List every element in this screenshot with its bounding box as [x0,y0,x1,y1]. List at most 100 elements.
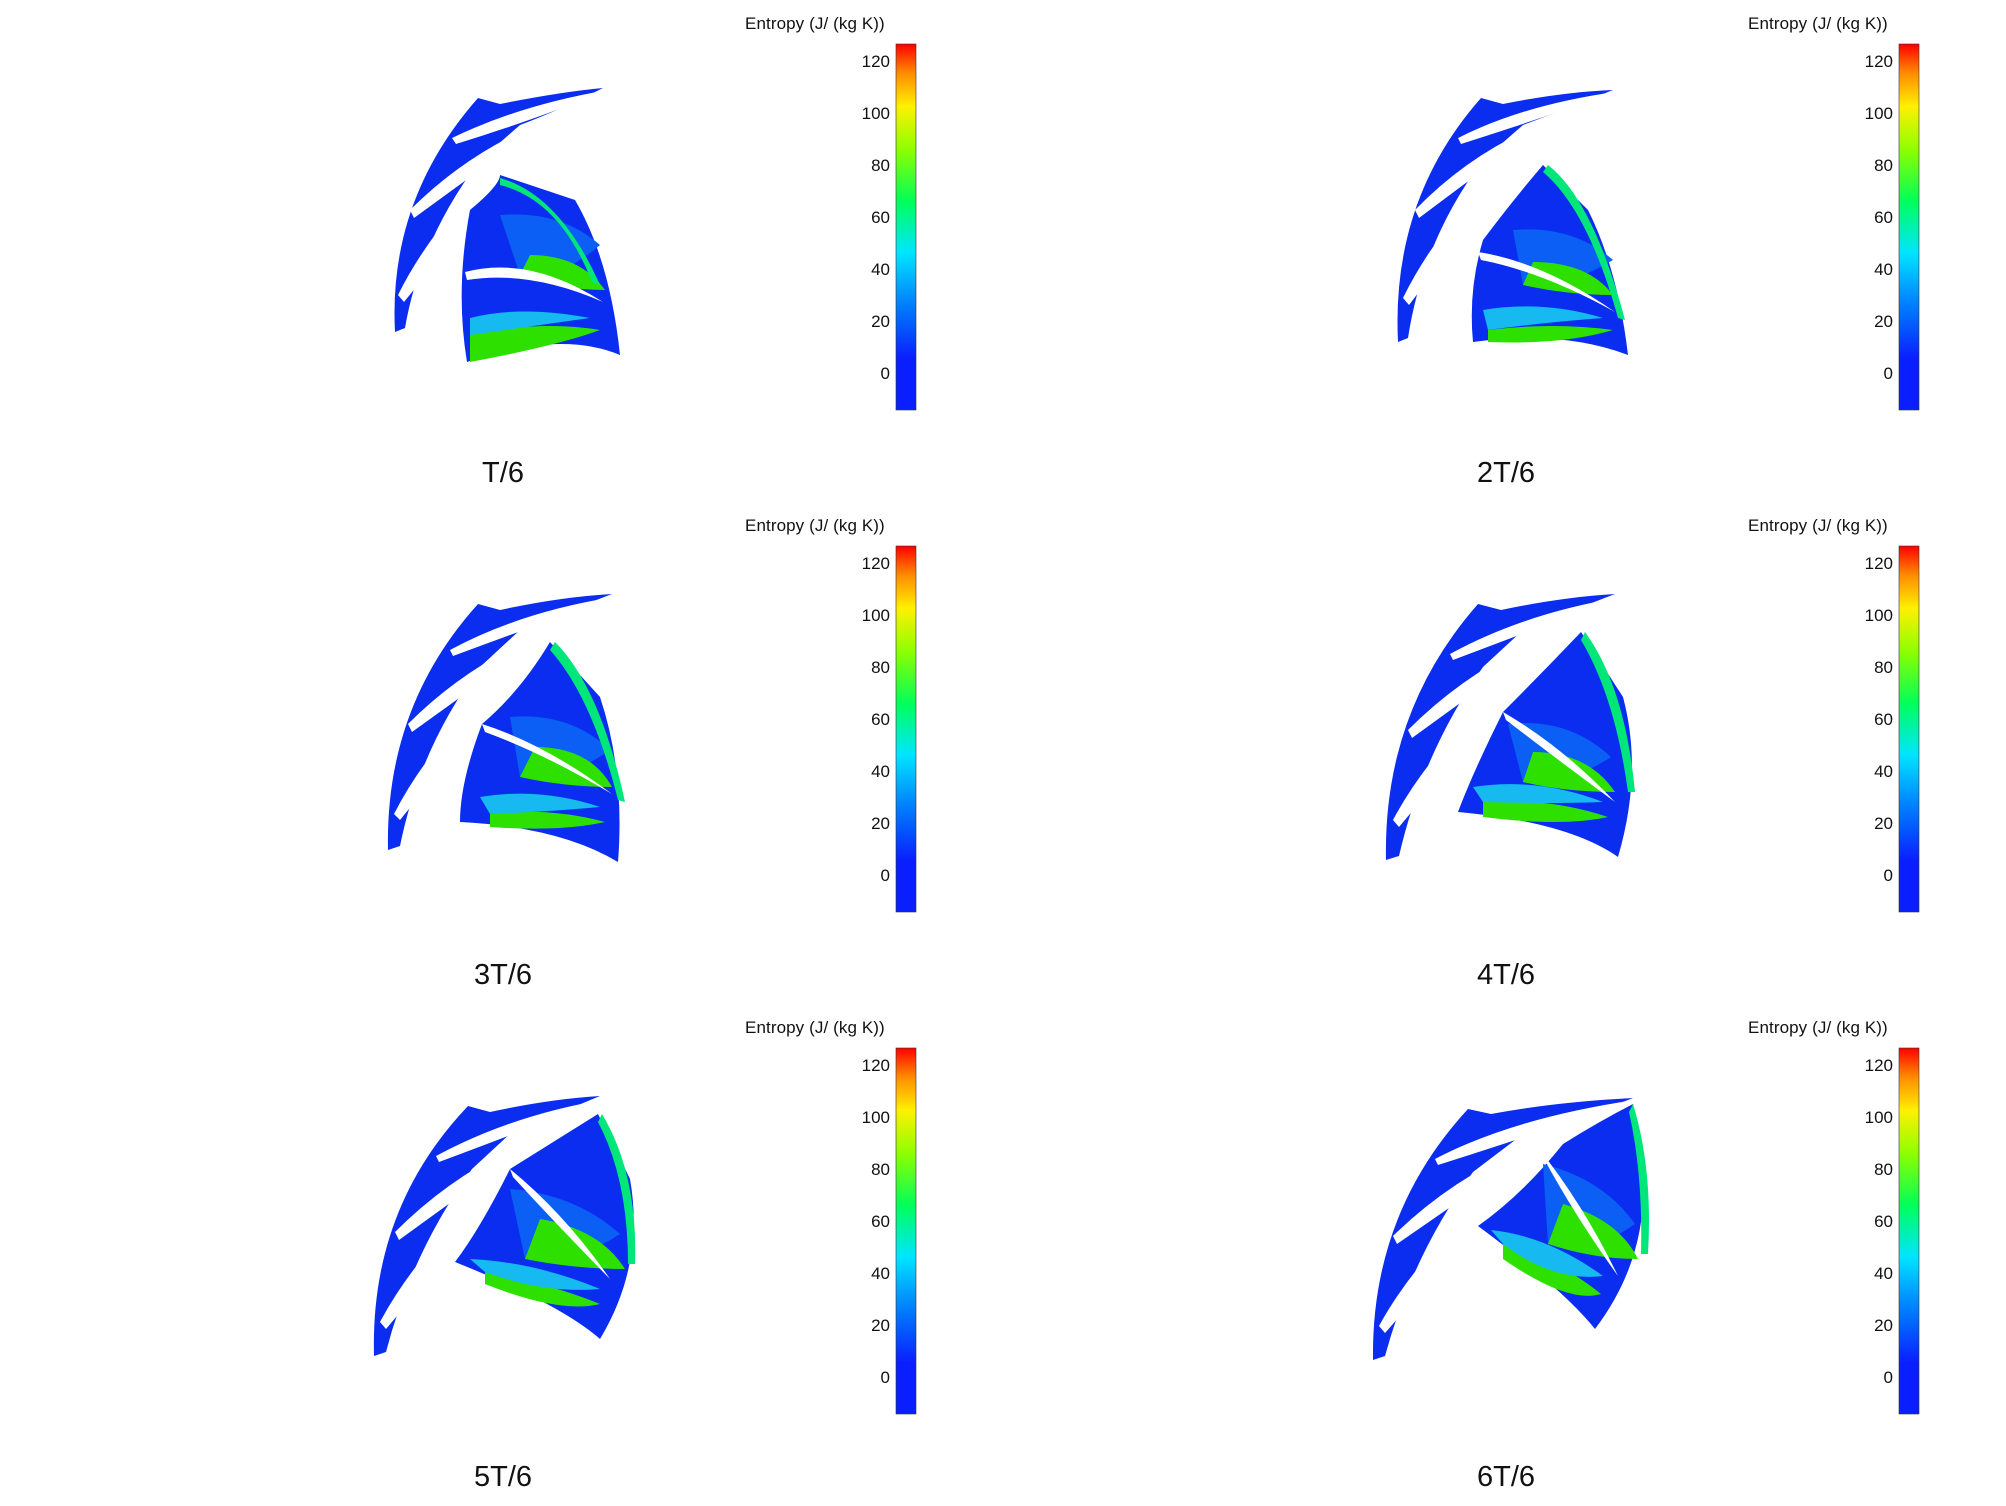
stator-passage [1372,1098,1635,1360]
colorbar-tick-label: 20 [1874,1316,1893,1335]
contour-plot [1397,43,1920,411]
stator-passage [373,1096,602,1356]
colorbar-tick-label: 120 [1864,1056,1893,1075]
stator-passage [394,88,608,332]
panel-5t6: Entropy (J/ (kg K)) 120 100 80 60 40 20 … [0,1004,1003,1506]
colorbar-tick-label: 0 [880,364,890,383]
stator-blade [1393,1138,1548,1244]
rotor-passage [460,642,625,862]
colorbar-tick-label: 40 [871,762,890,781]
colorbar [1898,43,1920,411]
colorbar-tick-label: 100 [861,606,890,625]
stator-blade [408,630,552,732]
panel-caption: T/6 [482,457,524,489]
rotor-blade [465,267,603,302]
legend-title: Entropy (J/ (kg K)) [745,14,885,33]
rotor-blade [510,1169,610,1279]
colorbar [895,545,917,913]
colorbar-tick-label: 60 [871,208,890,227]
colorbar-tick-label: 0 [1883,1368,1893,1387]
colorbar-tick-label: 20 [1874,312,1893,331]
rotor-passage [1478,1104,1649,1329]
legend-title: Entropy (J/ (kg K)) [745,516,885,535]
colorbar-tick-label: 40 [871,1264,890,1283]
panel-caption: 4T/6 [1476,959,1536,991]
colorbar-tick-label: 120 [861,52,890,71]
colorbar-tick-label: 80 [871,156,890,175]
stator-blade [398,160,500,302]
stator-blade [450,597,614,656]
rotor-passage [1471,165,1628,355]
legend-title: Entropy (J/ (kg K)) [745,1018,885,1037]
colorbar-tick-label: 120 [861,1056,890,1075]
stator-passage [1385,594,1617,860]
colorbar-tick-label: 80 [1874,1160,1893,1179]
colorbar-tick-label: 40 [1874,1264,1893,1283]
panel-caption: 3T/6 [473,959,533,991]
rotor-passage [461,175,620,362]
stator-blade [394,680,500,820]
rotor-blade [482,724,612,794]
rotor-passage [1458,632,1635,857]
stator-blade [436,1100,602,1162]
colorbar-tick-label: 100 [861,1108,890,1127]
stator-blade [410,120,548,218]
colorbar [1898,1047,1920,1415]
stator-blade [380,1189,488,1329]
stator-blade [395,1136,540,1240]
stator-blade [452,90,608,144]
panel-t6: Entropy (J/ (kg K)) 120 100 80 60 40 20 … [0,0,1003,502]
rotor-blade [1503,712,1615,802]
rotor-blade [1478,252,1615,312]
colorbar-tick-label: 80 [1874,156,1893,175]
colorbar-tick-label: 20 [1874,814,1893,833]
colorbar-tick-label: 40 [1874,260,1893,279]
stator-passage [387,594,614,850]
colorbar-tick-label: 0 [1883,364,1893,383]
colorbar-tick-label: 100 [1864,1108,1893,1127]
colorbar-tick-label: 60 [1874,710,1893,729]
panel-2t6: Entropy (J/ (kg K)) 120 100 80 60 40 20 … [1003,0,2006,502]
colorbar-tick-label: 120 [1864,554,1893,573]
legend-title: Entropy (J/ (kg K)) [1748,1018,1888,1037]
legend-title: Entropy (J/ (kg K)) [1748,14,1888,33]
colorbar-tick-label: 80 [871,658,890,677]
colorbar-tick-label: 20 [871,814,890,833]
contour-plot [1385,545,1920,913]
legend-title: Entropy (J/ (kg K)) [1748,516,1888,535]
panel-caption: 5T/6 [473,1461,533,1493]
contour-plot [373,1047,917,1415]
colorbar-tick-label: 0 [880,866,890,885]
colorbar-tick-label: 60 [871,710,890,729]
rotor-passage [455,1114,636,1339]
colorbar-tick-label: 40 [1874,762,1893,781]
colorbar-tick-label: 20 [871,1316,890,1335]
panel-4t6: Entropy (J/ (kg K)) 120 100 80 60 40 20 … [1003,502,2006,1004]
stator-blade [1393,687,1501,827]
colorbar-tick-label: 20 [871,312,890,331]
colorbar-tick-label: 80 [1874,658,1893,677]
colorbar-tick-label: 40 [871,260,890,279]
stator-blade [1408,634,1553,738]
rotor-blade [1539,1149,1618,1276]
panel-3t6: Entropy (J/ (kg K)) 120 100 80 60 40 20 … [0,502,1003,1004]
panel-caption: 6T/6 [1476,1461,1536,1493]
panel-caption: 2T/6 [1476,457,1536,489]
colorbar-tick-label: 80 [871,1160,890,1179]
colorbar [895,43,917,411]
colorbar-tick-label: 0 [880,1368,890,1387]
colorbar [895,1047,917,1415]
colorbar-tick-label: 100 [1864,104,1893,123]
contour-plot [387,545,917,913]
colorbar [1898,545,1920,913]
stator-blade [1458,92,1615,144]
contour-plot [394,43,917,411]
colorbar-tick-label: 60 [1874,208,1893,227]
stator-blade [1435,1100,1635,1165]
colorbar-tick-label: 100 [1864,606,1893,625]
panel-6t6: Entropy (J/ (kg K)) 120 100 80 60 40 20 … [1003,1004,2006,1506]
stator-blade [1379,1194,1489,1333]
stator-blade [1403,165,1503,305]
colorbar-tick-label: 0 [1883,866,1893,885]
